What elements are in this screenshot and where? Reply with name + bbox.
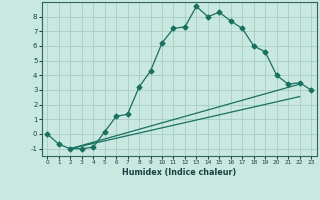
X-axis label: Humidex (Indice chaleur): Humidex (Indice chaleur)	[122, 168, 236, 177]
